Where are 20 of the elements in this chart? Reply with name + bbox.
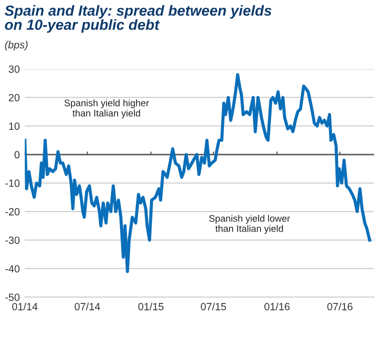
- x-tick-label: 07/16: [327, 302, 352, 310]
- y-tick-label: 20: [8, 94, 20, 102]
- y-tick-label: -10: [5, 180, 20, 187]
- x-tick-label: 01/15: [138, 302, 164, 310]
- x-tick-label: 01/14: [12, 302, 38, 310]
- annotation: Spanish yield higher than Italian yield: [64, 99, 149, 118]
- y-tick-label: -40: [5, 265, 20, 272]
- x-tick-label: 07/15: [200, 302, 226, 310]
- y-tick-label: -30: [5, 236, 20, 244]
- y-tick-label: -20: [5, 208, 20, 216]
- x-tick-label: 07/14: [74, 302, 100, 310]
- x-tick-label: 01/16: [264, 302, 290, 310]
- chart-title: Spain and Italy: spread between yields on 10-year public debt: [4, 5, 272, 33]
- y-tick-label: -50: [5, 294, 20, 301]
- y-tick-label: 0: [14, 151, 20, 158]
- line-series: [24, 73, 372, 273]
- y-axis-title: (bps): [5, 40, 28, 50]
- y-tick-label: 10: [9, 122, 20, 130]
- y-tick-label: 30: [8, 65, 20, 73]
- annotation: Spanish yield lower than Italian yield: [209, 214, 290, 234]
